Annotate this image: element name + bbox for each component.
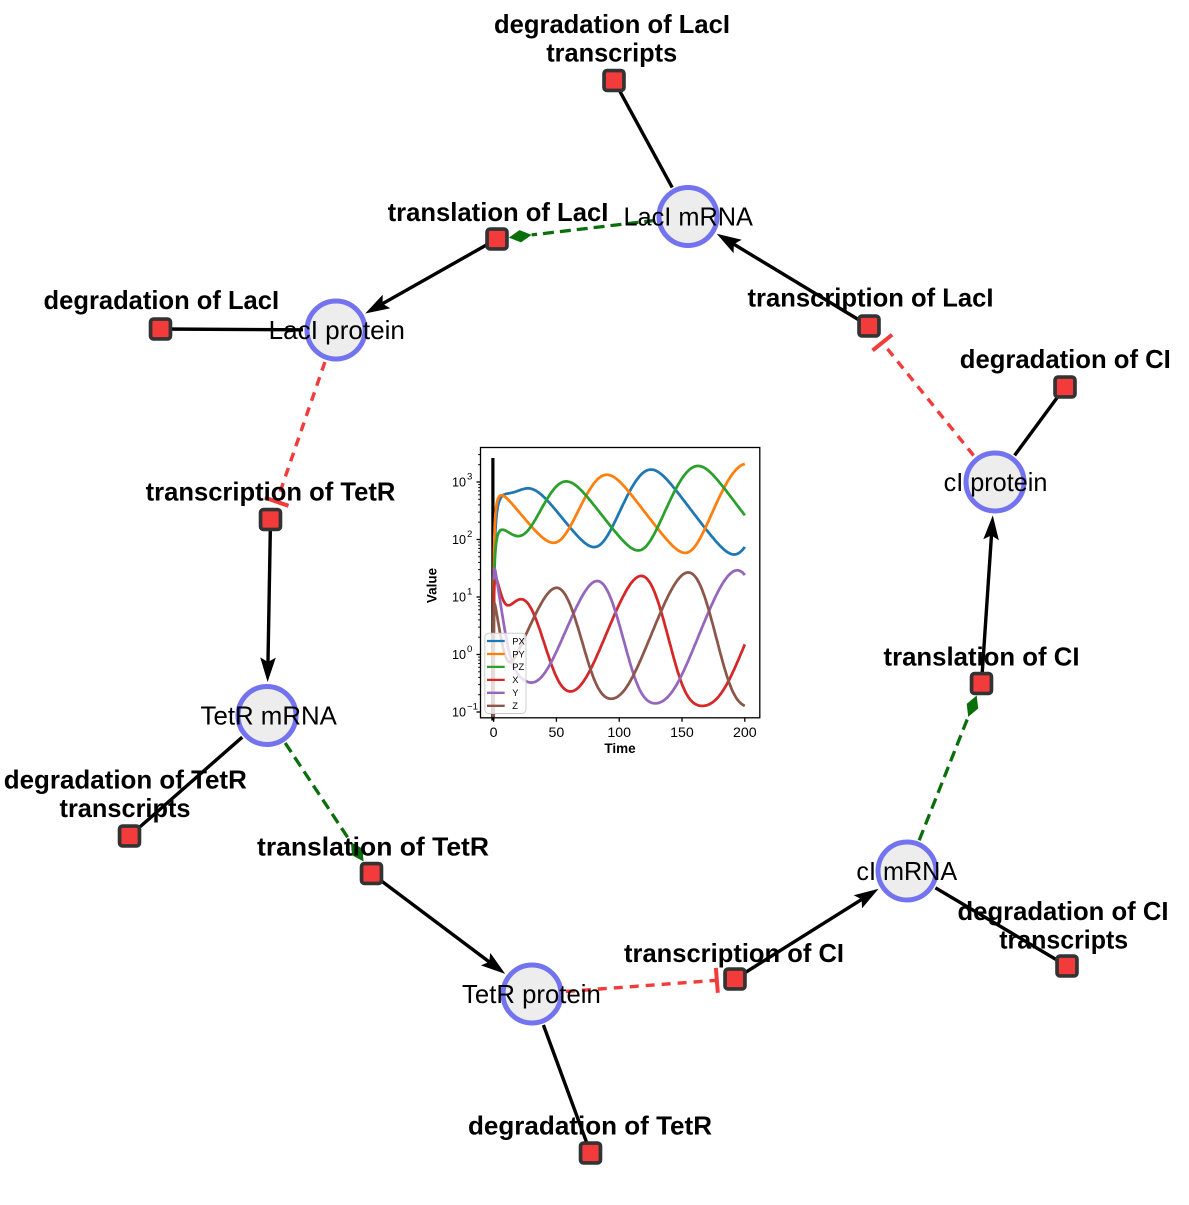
- svg-text:−1: −1: [467, 702, 478, 713]
- svg-text:TetR protein: TetR protein: [462, 979, 601, 1009]
- svg-text:TetR mRNA: TetR mRNA: [201, 701, 338, 731]
- svg-text:10: 10: [452, 706, 466, 720]
- svg-text:Y: Y: [512, 688, 518, 698]
- svg-text:degradation of TetR: degradation of TetR: [468, 1111, 712, 1141]
- svg-text:3: 3: [467, 472, 472, 483]
- svg-text:PZ: PZ: [512, 662, 524, 672]
- svg-text:transcription of TetR: transcription of TetR: [146, 477, 396, 507]
- svg-text:10: 10: [452, 648, 466, 662]
- svg-text:transcription of LacI: transcription of LacI: [748, 283, 994, 313]
- svg-text:LacI mRNA: LacI mRNA: [623, 202, 753, 232]
- svg-text:PY: PY: [512, 649, 524, 659]
- svg-text:translation of CI: translation of CI: [884, 642, 1080, 672]
- svg-text:Time: Time: [604, 741, 636, 756]
- svg-text:LacI protein: LacI protein: [269, 315, 405, 345]
- svg-text:cI protein: cI protein: [944, 467, 1048, 497]
- svg-text:translation of TetR: translation of TetR: [257, 832, 489, 862]
- svg-text:50: 50: [549, 725, 565, 741]
- svg-text:Z: Z: [512, 701, 518, 711]
- svg-text:degradation of LacI: degradation of LacI: [494, 9, 730, 39]
- svg-text:PX: PX: [512, 636, 524, 646]
- svg-text:0: 0: [490, 725, 498, 741]
- svg-text:translation of LacI: translation of LacI: [388, 197, 609, 227]
- svg-text:1: 1: [467, 587, 472, 598]
- svg-text:100: 100: [607, 725, 631, 741]
- svg-text:degradation of CI: degradation of CI: [960, 344, 1171, 374]
- svg-text:degradation of CI: degradation of CI: [958, 896, 1169, 926]
- svg-text:0: 0: [467, 644, 472, 655]
- svg-text:Value: Value: [425, 567, 440, 603]
- svg-text:transcripts: transcripts: [999, 925, 1128, 955]
- svg-text:10: 10: [452, 533, 466, 547]
- svg-text:10: 10: [452, 476, 466, 490]
- svg-text:200: 200: [733, 725, 757, 741]
- svg-text:X: X: [512, 675, 518, 685]
- svg-text:150: 150: [670, 725, 694, 741]
- svg-text:transcripts: transcripts: [546, 38, 677, 68]
- svg-text:cI mRNA: cI mRNA: [856, 856, 957, 886]
- svg-text:degradation of LacI: degradation of LacI: [44, 285, 280, 315]
- svg-text:degradation of TetR: degradation of TetR: [4, 765, 247, 795]
- svg-text:transcription of CI: transcription of CI: [624, 938, 844, 968]
- svg-text:10: 10: [452, 591, 466, 605]
- svg-text:2: 2: [467, 529, 472, 540]
- svg-text:transcripts: transcripts: [60, 793, 191, 823]
